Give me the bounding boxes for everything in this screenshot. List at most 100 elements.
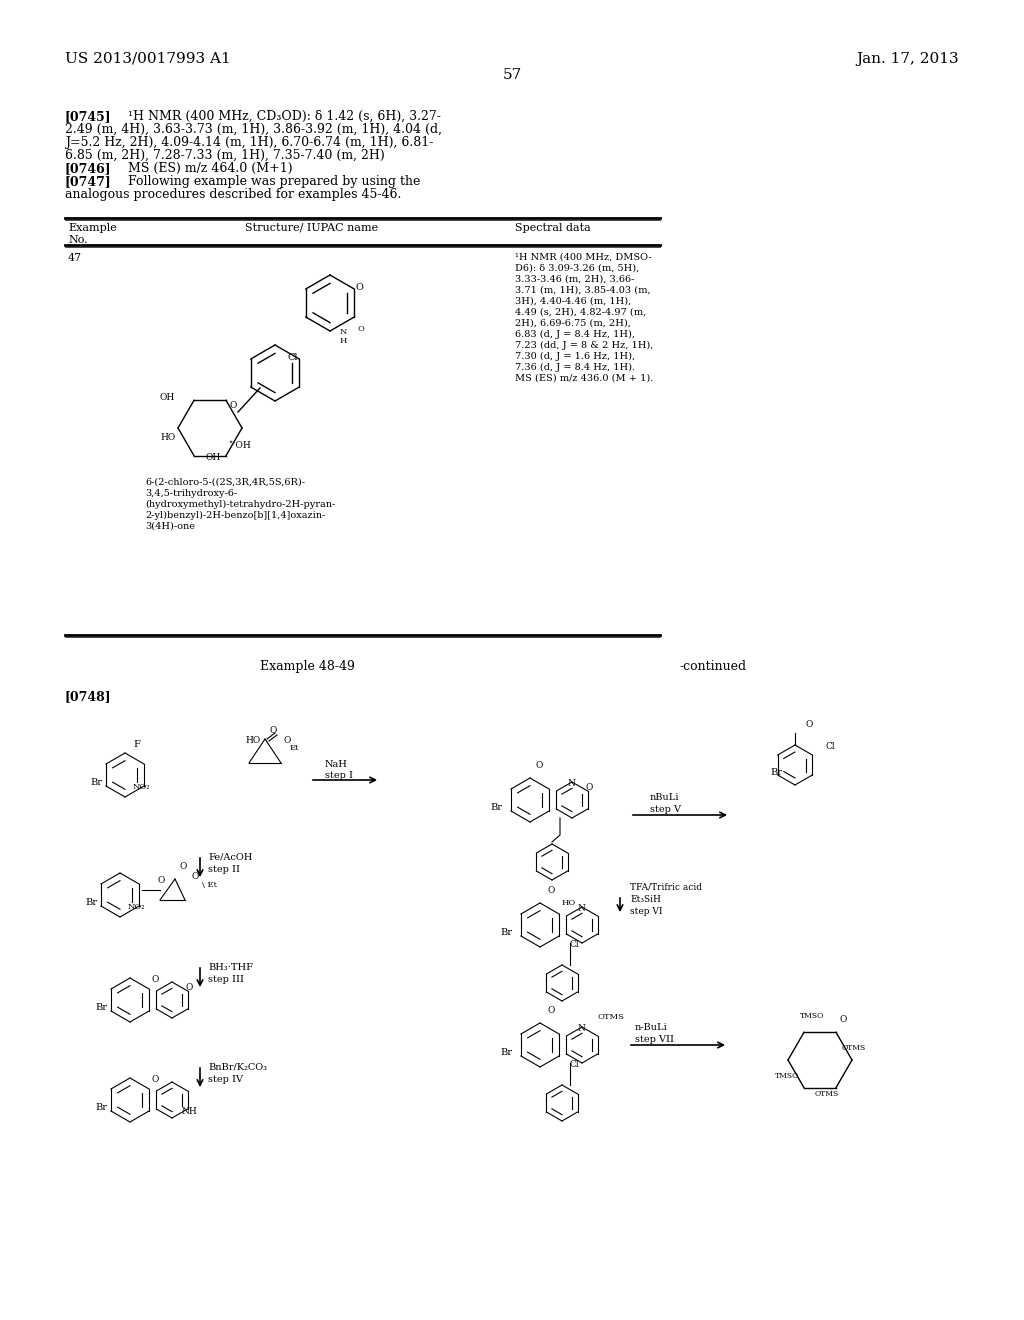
Text: NH: NH	[182, 1107, 198, 1115]
Text: [0746]: [0746]	[65, 162, 112, 176]
Text: BH₃·THF: BH₃·THF	[208, 964, 253, 972]
Text: BnBr/K₂CO₃: BnBr/K₂CO₃	[208, 1063, 267, 1072]
Text: N: N	[578, 904, 586, 913]
Text: HO: HO	[160, 433, 175, 442]
Text: MS (ES) m/z 464.0 (M+1): MS (ES) m/z 464.0 (M+1)	[120, 162, 293, 176]
Text: 3(4H)-one: 3(4H)-one	[145, 521, 195, 531]
Text: analogous procedures described for examples 45-46.: analogous procedures described for examp…	[65, 187, 401, 201]
Text: Br: Br	[500, 1048, 512, 1057]
Text: 3.33-3.46 (m, 2H), 3.66-: 3.33-3.46 (m, 2H), 3.66-	[515, 275, 635, 284]
Text: N: N	[578, 1024, 586, 1034]
Text: TFA/Trifric acid: TFA/Trifric acid	[630, 883, 702, 892]
Text: Following example was prepared by using the: Following example was prepared by using …	[120, 176, 421, 187]
Text: Et₃SiH: Et₃SiH	[630, 895, 660, 904]
Text: 6.83 (d, J = 8.4 Hz, 1H),: 6.83 (d, J = 8.4 Hz, 1H),	[515, 330, 635, 339]
Text: 6.85 (m, 2H), 7.28-7.33 (m, 1H), 7.35-7.40 (m, 2H): 6.85 (m, 2H), 7.28-7.33 (m, 1H), 7.35-7.…	[65, 149, 385, 162]
Text: [0748]: [0748]	[65, 690, 112, 704]
Text: Br: Br	[770, 768, 782, 777]
Text: NO₂: NO₂	[133, 783, 151, 791]
Text: Fe/AcOH: Fe/AcOH	[208, 853, 252, 862]
Text: 7.30 (d, J = 1.6 Hz, 1H),: 7.30 (d, J = 1.6 Hz, 1H),	[515, 352, 635, 362]
Text: HO: HO	[562, 899, 577, 907]
Text: step II: step II	[208, 865, 240, 874]
Text: O: O	[152, 1074, 160, 1084]
Text: Cl: Cl	[570, 940, 580, 949]
Text: 7.23 (dd, J = 8 & 2 Hz, 1H),: 7.23 (dd, J = 8 & 2 Hz, 1H),	[515, 341, 653, 350]
Text: 6-(2-chloro-5-((2S,3R,4R,5S,6R)-: 6-(2-chloro-5-((2S,3R,4R,5S,6R)-	[145, 478, 305, 487]
Text: O: O	[180, 862, 187, 871]
Text: (hydroxymethyl)-tetrahydro-2H-pyran-: (hydroxymethyl)-tetrahydro-2H-pyran-	[145, 500, 335, 510]
Text: O: O	[152, 975, 160, 983]
Text: 7.36 (d, J = 8.4 Hz, 1H).: 7.36 (d, J = 8.4 Hz, 1H).	[515, 363, 635, 372]
Text: 47: 47	[68, 253, 82, 263]
Text: 3H), 4.40-4.46 (m, 1H),: 3H), 4.40-4.46 (m, 1H),	[515, 297, 631, 306]
Text: step I: step I	[325, 771, 353, 780]
Text: Structure/ IUPAC name: Structure/ IUPAC name	[245, 223, 378, 234]
Text: O: O	[158, 876, 165, 884]
Text: Br: Br	[95, 1003, 106, 1012]
Text: OH: OH	[160, 393, 175, 403]
Text: -continued: -continued	[680, 660, 748, 673]
Text: Example 48-49: Example 48-49	[260, 660, 355, 673]
Text: MS (ES) m/z 436.0 (M + 1).: MS (ES) m/z 436.0 (M + 1).	[515, 374, 653, 383]
Text: 3,4,5-trihydroxy-6-: 3,4,5-trihydroxy-6-	[145, 488, 238, 498]
Text: [0745]: [0745]	[65, 110, 112, 123]
Text: D6): δ 3.09-3.26 (m, 5H),: D6): δ 3.09-3.26 (m, 5H),	[515, 264, 639, 273]
Text: O: O	[269, 726, 276, 735]
Text: 2-yl)benzyl)-2H-benzo[b][1,4]oxazin-: 2-yl)benzyl)-2H-benzo[b][1,4]oxazin-	[145, 511, 326, 520]
Text: Example
No.: Example No.	[68, 223, 117, 244]
Text: O: O	[186, 983, 194, 993]
Text: n-BuLi: n-BuLi	[635, 1023, 668, 1032]
Text: nBuLi: nBuLi	[650, 793, 680, 803]
Text: 4.49 (s, 2H), 4.82-4.97 (m,: 4.49 (s, 2H), 4.82-4.97 (m,	[515, 308, 646, 317]
Text: O: O	[193, 873, 200, 880]
Text: Cl: Cl	[288, 352, 299, 362]
Text: O: O	[356, 282, 364, 292]
Text: step VI: step VI	[630, 907, 663, 916]
Text: O: O	[840, 1015, 848, 1024]
Text: step III: step III	[208, 975, 244, 983]
Text: OTMS: OTMS	[598, 1012, 625, 1020]
Text: O: O	[586, 783, 593, 792]
Text: Br: Br	[500, 928, 512, 937]
Text: Br: Br	[85, 898, 97, 907]
Text: [0747]: [0747]	[65, 176, 112, 187]
Text: step IV: step IV	[208, 1074, 243, 1084]
Text: OTMS: OTMS	[815, 1090, 840, 1098]
Text: O: O	[548, 886, 555, 895]
Text: Et: Et	[290, 744, 299, 752]
Text: OH: OH	[205, 453, 220, 462]
Text: Spectral data: Spectral data	[515, 223, 591, 234]
Text: O: O	[535, 762, 543, 770]
Text: TMSO: TMSO	[775, 1072, 800, 1080]
Text: Cl: Cl	[826, 742, 836, 751]
Text: O: O	[805, 719, 812, 729]
Text: NaH: NaH	[325, 760, 348, 770]
Text: step VII: step VII	[635, 1035, 674, 1044]
Text: Jan. 17, 2013: Jan. 17, 2013	[856, 51, 959, 66]
Text: ¹H NMR (400 MHz, CD₃OD): δ 1.42 (s, 6H), 3.27-: ¹H NMR (400 MHz, CD₃OD): δ 1.42 (s, 6H),…	[120, 110, 441, 123]
Text: 57: 57	[503, 69, 521, 82]
Text: O: O	[283, 737, 291, 744]
Text: OTMS: OTMS	[842, 1044, 866, 1052]
Text: J=5.2 Hz, 2H), 4.09-4.14 (m, 1H), 6.70-6.74 (m, 1H), 6.81-: J=5.2 Hz, 2H), 4.09-4.14 (m, 1H), 6.70-6…	[65, 136, 433, 149]
Text: NO₂: NO₂	[128, 903, 145, 911]
Text: Br: Br	[90, 777, 102, 787]
Text: O: O	[548, 1006, 555, 1015]
Text: TMSO: TMSO	[800, 1012, 824, 1020]
Text: US 2013/0017993 A1: US 2013/0017993 A1	[65, 51, 230, 66]
Text: N: N	[568, 779, 575, 788]
Text: Cl: Cl	[570, 1060, 580, 1069]
Text: O: O	[358, 325, 365, 333]
Text: 2H), 6.69-6.75 (m, 2H),: 2H), 6.69-6.75 (m, 2H),	[515, 319, 631, 327]
Text: N
H: N H	[340, 327, 347, 346]
Text: HO: HO	[245, 737, 260, 744]
Text: 2.49 (m, 4H), 3.63-3.73 (m, 1H), 3.86-3.92 (m, 1H), 4.04 (d,: 2.49 (m, 4H), 3.63-3.73 (m, 1H), 3.86-3.…	[65, 123, 442, 136]
Text: step V: step V	[650, 805, 681, 814]
Text: O: O	[230, 401, 238, 411]
Text: Br: Br	[95, 1104, 106, 1111]
Text: ʹʹʹOH: ʹʹʹOH	[228, 441, 251, 450]
Text: ¹H NMR (400 MHz, DMSO-: ¹H NMR (400 MHz, DMSO-	[515, 253, 651, 261]
Text: F: F	[133, 741, 140, 748]
Text: Br: Br	[490, 803, 502, 812]
